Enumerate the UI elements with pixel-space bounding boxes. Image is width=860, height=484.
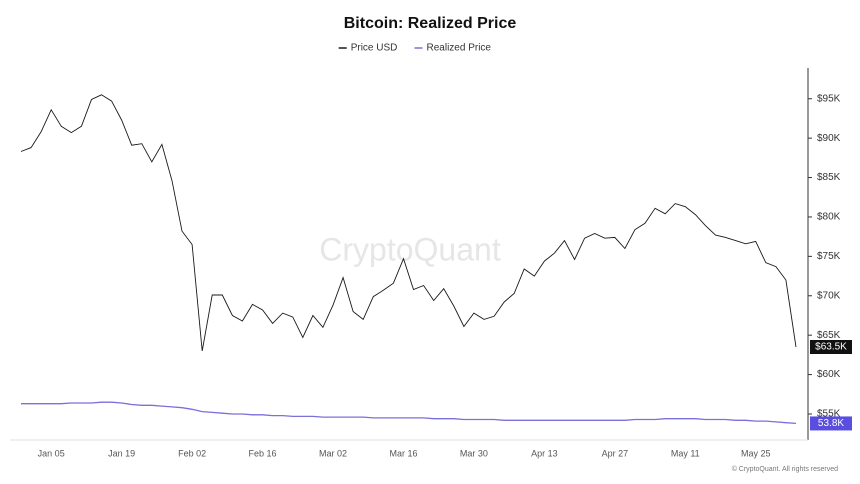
x-tick-label: Feb 16 [249, 448, 277, 458]
watermark: CryptoQuant [319, 231, 501, 267]
x-tick-label: Mar 02 [319, 448, 347, 458]
chart-title: Bitcoin: Realized Price [344, 15, 517, 32]
y-tick-label: $85K [817, 172, 841, 183]
y-tick-label: $60K [817, 369, 841, 380]
y-tick-label: $95K [817, 93, 841, 104]
x-tick-label: Apr 13 [531, 448, 558, 458]
x-tick-label: Jan 19 [108, 448, 135, 458]
x-tick-label: May 11 [671, 448, 700, 458]
x-tick-label: May 25 [741, 448, 771, 458]
x-tick-label: Mar 30 [460, 448, 488, 458]
y-tick-label: $80K [817, 212, 841, 223]
value-label: $63.5K [815, 342, 847, 353]
x-tick-label: Mar 16 [389, 448, 417, 458]
series-line [21, 401, 797, 425]
footer: © CryptoQuant. All rights reserved [732, 465, 838, 473]
y-tick-label: $55K [817, 409, 841, 420]
x-tick-label: Apr 27 [602, 448, 629, 458]
x-tick-label: Jan 05 [38, 448, 65, 458]
series-line [20, 94, 797, 351]
y-tick-label: $65K [817, 330, 841, 341]
y-tick-label: $75K [817, 251, 841, 262]
legend-label: Realized Price [427, 43, 492, 54]
y-tick-label: $90K [817, 133, 841, 144]
value-badge [810, 416, 852, 431]
legend-label: Price USD [351, 43, 398, 54]
y-tick-label: $70K [817, 290, 841, 301]
value-badge [810, 340, 852, 354]
value-label: 53.8K [818, 418, 844, 429]
x-tick-label: Feb 02 [178, 448, 206, 458]
